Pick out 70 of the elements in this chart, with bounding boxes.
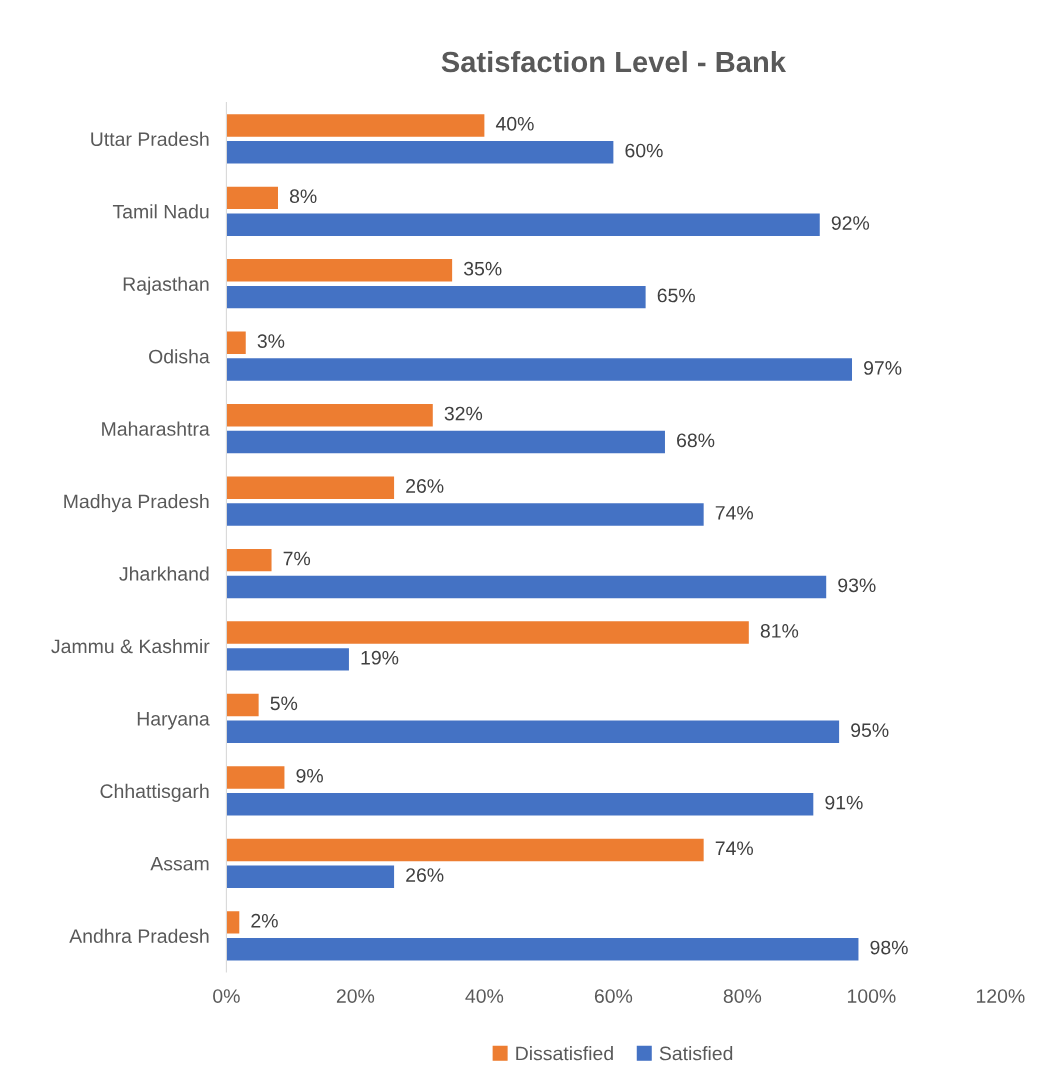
data-label: 65%	[657, 288, 695, 303]
x-tick-label: 80%	[723, 989, 762, 1003]
data-label: 68%	[677, 433, 715, 448]
bar	[226, 358, 853, 381]
data-label: 26%	[406, 479, 444, 493]
bar	[226, 720, 840, 744]
y-tick-label: Chhattisgarh	[100, 783, 209, 802]
bar	[226, 186, 278, 210]
bar	[226, 693, 259, 717]
x-tick-label: 40%	[465, 989, 504, 1003]
y-tick-label: Madhya Pradesh	[64, 494, 209, 513]
y-tick-label: Andhra Pradesh	[69, 928, 209, 944]
bar	[226, 865, 395, 888]
x-tick-label: 20%	[336, 989, 375, 1003]
data-label: 98%	[870, 940, 908, 955]
data-label: 3%	[257, 334, 285, 348]
data-label: 2%	[251, 913, 278, 928]
x-tick-label: 60%	[594, 989, 633, 1003]
bar	[226, 766, 285, 789]
bar	[226, 259, 453, 282]
bar	[226, 141, 614, 164]
chart-title: Satisfaction Level - Bank	[441, 50, 787, 73]
bar	[226, 114, 485, 137]
data-label: 91%	[825, 795, 863, 810]
bar	[226, 403, 433, 427]
data-label: 5%	[270, 696, 298, 711]
bar	[226, 213, 820, 236]
data-label: 32%	[444, 406, 483, 421]
data-label: 81%	[760, 624, 799, 638]
data-label: 93%	[838, 578, 876, 593]
data-label: 95%	[851, 723, 889, 738]
y-tick-label: Rajasthan	[123, 276, 209, 295]
data-label: 74%	[715, 841, 753, 856]
y-tick-label: Maharashtra	[102, 421, 210, 436]
bar	[226, 621, 749, 644]
data-label: 19%	[361, 650, 399, 665]
legend-label: Dissatisfied	[516, 1046, 613, 1061]
data-label: 35%	[463, 261, 502, 276]
x-tick-label: 0%	[213, 989, 240, 1003]
data-label: 7%	[283, 551, 311, 566]
y-tick-label: Tamil Nadu	[112, 204, 209, 219]
data-label: 60%	[625, 143, 663, 158]
bar	[226, 911, 240, 934]
data-label: 92%	[831, 216, 870, 230]
bar	[226, 575, 827, 599]
bar	[226, 793, 814, 816]
data-label: 8%	[289, 189, 317, 204]
data-label: 26%	[406, 868, 444, 882]
bar	[226, 503, 704, 526]
bar	[226, 331, 246, 354]
data-label: 9%	[296, 768, 323, 783]
bar	[226, 648, 349, 671]
data-label: 74%	[715, 506, 753, 520]
bar	[226, 476, 395, 499]
data-label: 40%	[495, 116, 534, 131]
x-tick-label: 100%	[847, 989, 896, 1003]
x-tick-label: 120%	[976, 989, 1025, 1003]
bar	[226, 285, 646, 309]
y-tick-label: Jharkhand	[119, 566, 209, 581]
bar	[226, 430, 665, 454]
y-tick-label: Odisha	[149, 349, 210, 364]
y-tick-label: Jammu & Kashmir	[51, 638, 210, 654]
data-label: 97%	[864, 361, 902, 375]
bar	[226, 548, 272, 572]
bar	[226, 937, 859, 961]
y-tick-label: Uttar Pradesh	[91, 131, 209, 147]
legend-label: Satisfied	[659, 1046, 733, 1061]
bar	[226, 838, 704, 862]
y-tick-label: Haryana	[137, 712, 210, 730]
y-tick-label: Assam	[150, 856, 209, 871]
